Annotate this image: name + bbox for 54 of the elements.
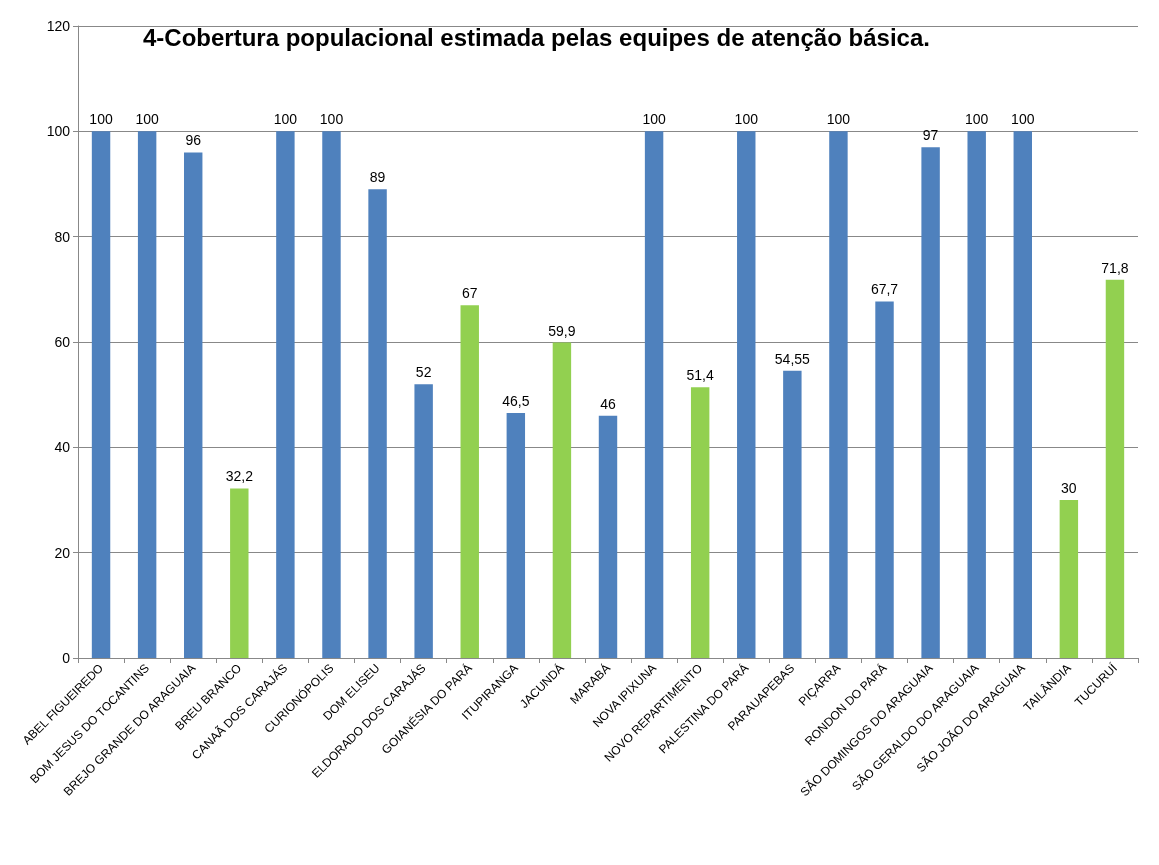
data-label: 54,55 bbox=[774, 350, 811, 367]
bar bbox=[967, 131, 986, 658]
bar bbox=[598, 415, 618, 658]
bar bbox=[875, 301, 894, 658]
data-label: 97 bbox=[922, 127, 939, 144]
data-label: 100 bbox=[642, 111, 666, 128]
data-label: 59,9 bbox=[548, 322, 576, 339]
bar bbox=[460, 305, 479, 658]
bar bbox=[322, 131, 341, 658]
bar bbox=[184, 152, 203, 658]
bar bbox=[276, 131, 295, 658]
bar bbox=[829, 131, 848, 658]
bar bbox=[690, 387, 710, 658]
bar bbox=[1105, 279, 1125, 658]
y-tick-label: 60 bbox=[54, 334, 71, 350]
data-label: 100 bbox=[1011, 111, 1035, 128]
bar bbox=[552, 342, 572, 658]
data-label: 67,7 bbox=[870, 281, 899, 298]
data-label: 46,5 bbox=[502, 393, 530, 410]
data-label: 32,2 bbox=[225, 468, 254, 485]
data-label: 71,8 bbox=[1101, 259, 1129, 276]
y-tick-label: 40 bbox=[54, 439, 71, 456]
bar bbox=[368, 189, 387, 658]
data-label: 100 bbox=[135, 111, 160, 128]
data-label: 100 bbox=[826, 111, 851, 128]
data-label: 46 bbox=[600, 395, 616, 412]
bar bbox=[783, 370, 802, 658]
data-label: 51,4 bbox=[686, 367, 715, 384]
data-label: 52 bbox=[415, 364, 432, 381]
bar bbox=[644, 131, 664, 658]
bar bbox=[137, 131, 157, 658]
bar bbox=[1059, 500, 1079, 658]
data-label: 100 bbox=[965, 111, 989, 128]
bar bbox=[506, 413, 526, 658]
bar bbox=[737, 131, 756, 658]
data-label: 100 bbox=[319, 111, 344, 128]
data-label: 96 bbox=[185, 132, 202, 149]
bar bbox=[1013, 131, 1032, 658]
chart-title: 4-Cobertura populacional estimada pelas equipes de atenção básica. bbox=[143, 23, 930, 51]
y-tick-label: 80 bbox=[54, 228, 71, 245]
bar bbox=[921, 147, 940, 658]
data-label: 100 bbox=[734, 111, 759, 128]
y-tick-label: 20 bbox=[54, 544, 71, 561]
bar bbox=[91, 131, 111, 658]
data-label: 67 bbox=[461, 285, 478, 302]
y-tick-label: 100 bbox=[46, 123, 71, 140]
data-label: 30 bbox=[1061, 480, 1077, 496]
bar bbox=[230, 488, 249, 658]
data-label: 89 bbox=[369, 169, 386, 186]
y-tick-label: 120 bbox=[46, 18, 71, 34]
data-label: 100 bbox=[273, 111, 298, 128]
bar bbox=[414, 384, 433, 658]
y-tick-label: 0 bbox=[62, 650, 71, 666]
data-label: 100 bbox=[89, 111, 113, 128]
